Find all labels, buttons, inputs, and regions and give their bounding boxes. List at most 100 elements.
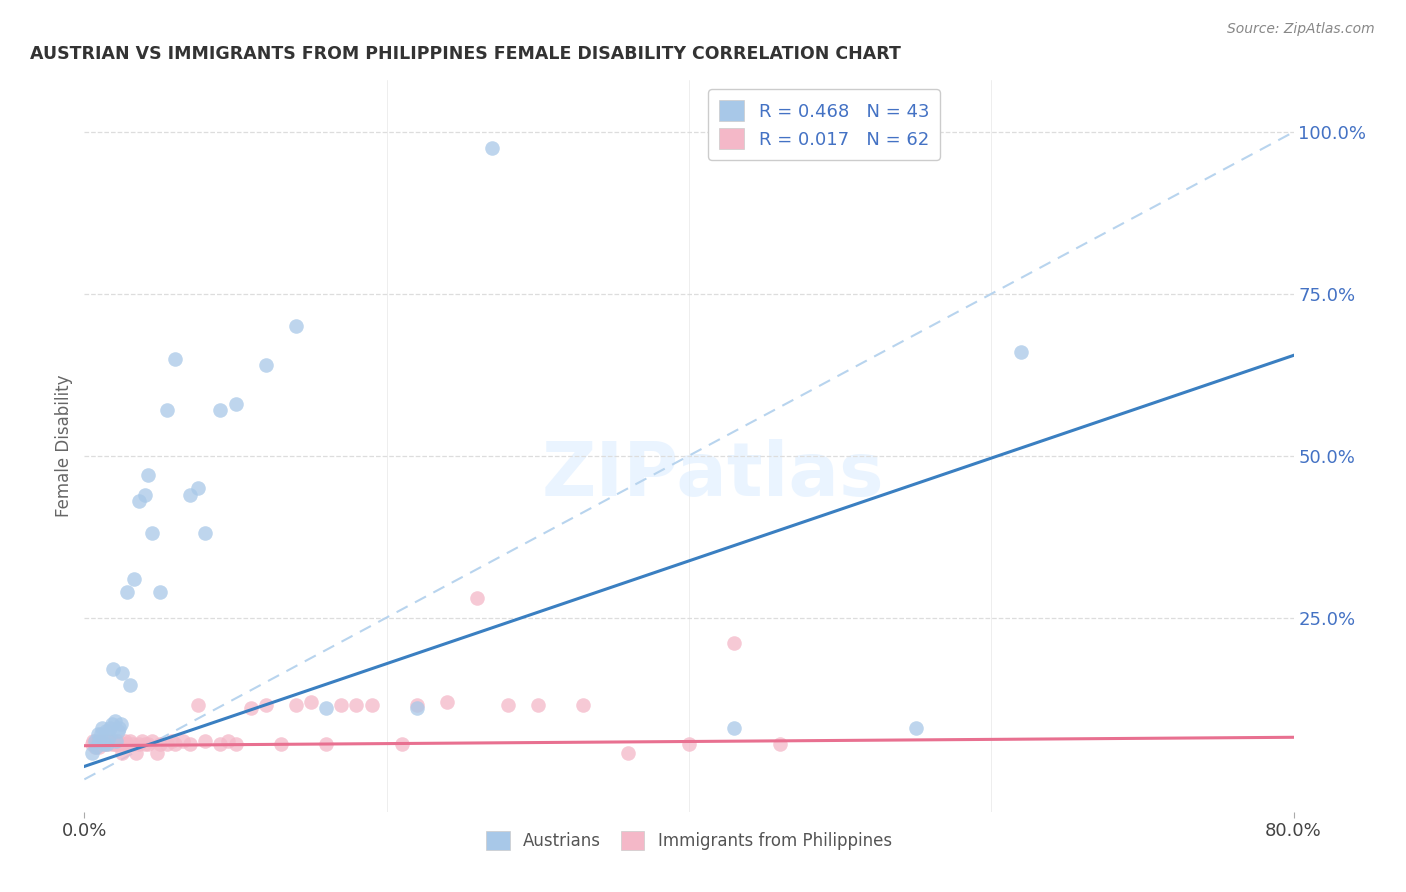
- Point: [108, 721, 131, 735]
- Point: [96, 737, 118, 751]
- Point: [107, 723, 129, 738]
- Point: [360, 698, 382, 712]
- Point: [96, 737, 118, 751]
- Point: [131, 733, 153, 747]
- Point: [187, 481, 209, 495]
- Point: [217, 733, 239, 747]
- Point: [391, 737, 413, 751]
- Point: [91, 721, 114, 735]
- Point: [285, 319, 308, 334]
- Point: [225, 397, 247, 411]
- Point: [134, 737, 156, 751]
- Point: [467, 591, 489, 606]
- Point: [87, 727, 110, 741]
- Point: [239, 701, 262, 715]
- Point: [128, 494, 150, 508]
- Point: [165, 737, 187, 751]
- Point: [330, 698, 353, 712]
- Point: [179, 487, 201, 501]
- Point: [723, 636, 745, 650]
- Point: [84, 733, 107, 747]
- Point: [146, 747, 169, 761]
- Point: [86, 737, 108, 751]
- Point: [346, 698, 368, 712]
- Point: [84, 739, 107, 754]
- Point: [89, 739, 111, 754]
- Point: [225, 737, 247, 751]
- Point: [285, 698, 308, 712]
- Point: [141, 733, 163, 747]
- Point: [270, 737, 292, 751]
- Point: [156, 737, 179, 751]
- Point: [87, 733, 110, 747]
- Point: [112, 737, 135, 751]
- Point: [172, 733, 194, 747]
- Point: [89, 733, 111, 747]
- Point: [165, 351, 187, 366]
- Point: [94, 723, 117, 738]
- Point: [254, 358, 277, 372]
- Point: [141, 526, 163, 541]
- Point: [100, 717, 122, 731]
- Point: [118, 678, 141, 692]
- Point: [678, 737, 700, 751]
- Point: [406, 701, 429, 715]
- Point: [80, 747, 103, 761]
- Point: [156, 403, 179, 417]
- Point: [97, 733, 120, 747]
- Point: [91, 733, 114, 747]
- Point: [122, 572, 145, 586]
- Point: [209, 737, 232, 751]
- Point: [436, 695, 458, 709]
- Point: [125, 747, 148, 761]
- Point: [100, 737, 122, 751]
- Point: [93, 737, 115, 751]
- Point: [136, 737, 159, 751]
- Point: [115, 737, 138, 751]
- Point: [904, 721, 927, 735]
- Point: [90, 737, 112, 751]
- Point: [194, 526, 217, 541]
- Point: [194, 733, 217, 747]
- Point: [93, 737, 115, 751]
- Point: [107, 733, 129, 747]
- Text: ZIPatlas: ZIPatlas: [541, 439, 884, 512]
- Point: [86, 739, 108, 754]
- Point: [299, 695, 322, 709]
- Point: [80, 737, 103, 751]
- Point: [209, 403, 232, 417]
- Point: [134, 487, 156, 501]
- Point: [481, 141, 503, 155]
- Point: [115, 584, 138, 599]
- Point: [90, 727, 112, 741]
- Point: [315, 737, 337, 751]
- Point: [149, 737, 172, 751]
- Point: [114, 733, 136, 747]
- Point: [617, 747, 640, 761]
- Text: Source: ZipAtlas.com: Source: ZipAtlas.com: [1227, 22, 1375, 37]
- Point: [110, 717, 132, 731]
- Point: [121, 737, 143, 751]
- Point: [315, 701, 337, 715]
- Point: [128, 737, 150, 751]
- Point: [769, 737, 792, 751]
- Point: [254, 698, 277, 712]
- Point: [160, 733, 183, 747]
- Point: [496, 698, 519, 712]
- Point: [105, 733, 128, 747]
- Point: [101, 662, 124, 676]
- Point: [97, 731, 120, 745]
- Point: [111, 665, 134, 680]
- Point: [527, 698, 550, 712]
- Legend: Austrians, Immigrants from Philippines: Austrians, Immigrants from Philippines: [478, 822, 900, 858]
- Y-axis label: Female Disability: Female Disability: [55, 375, 73, 517]
- Point: [723, 721, 745, 735]
- Point: [94, 733, 117, 747]
- Point: [82, 733, 104, 747]
- Point: [136, 468, 159, 483]
- Point: [105, 737, 128, 751]
- Point: [101, 733, 124, 747]
- Point: [149, 584, 172, 599]
- Text: AUSTRIAN VS IMMIGRANTS FROM PHILIPPINES FEMALE DISABILITY CORRELATION CHART: AUSTRIAN VS IMMIGRANTS FROM PHILIPPINES …: [30, 45, 901, 63]
- Point: [104, 737, 127, 751]
